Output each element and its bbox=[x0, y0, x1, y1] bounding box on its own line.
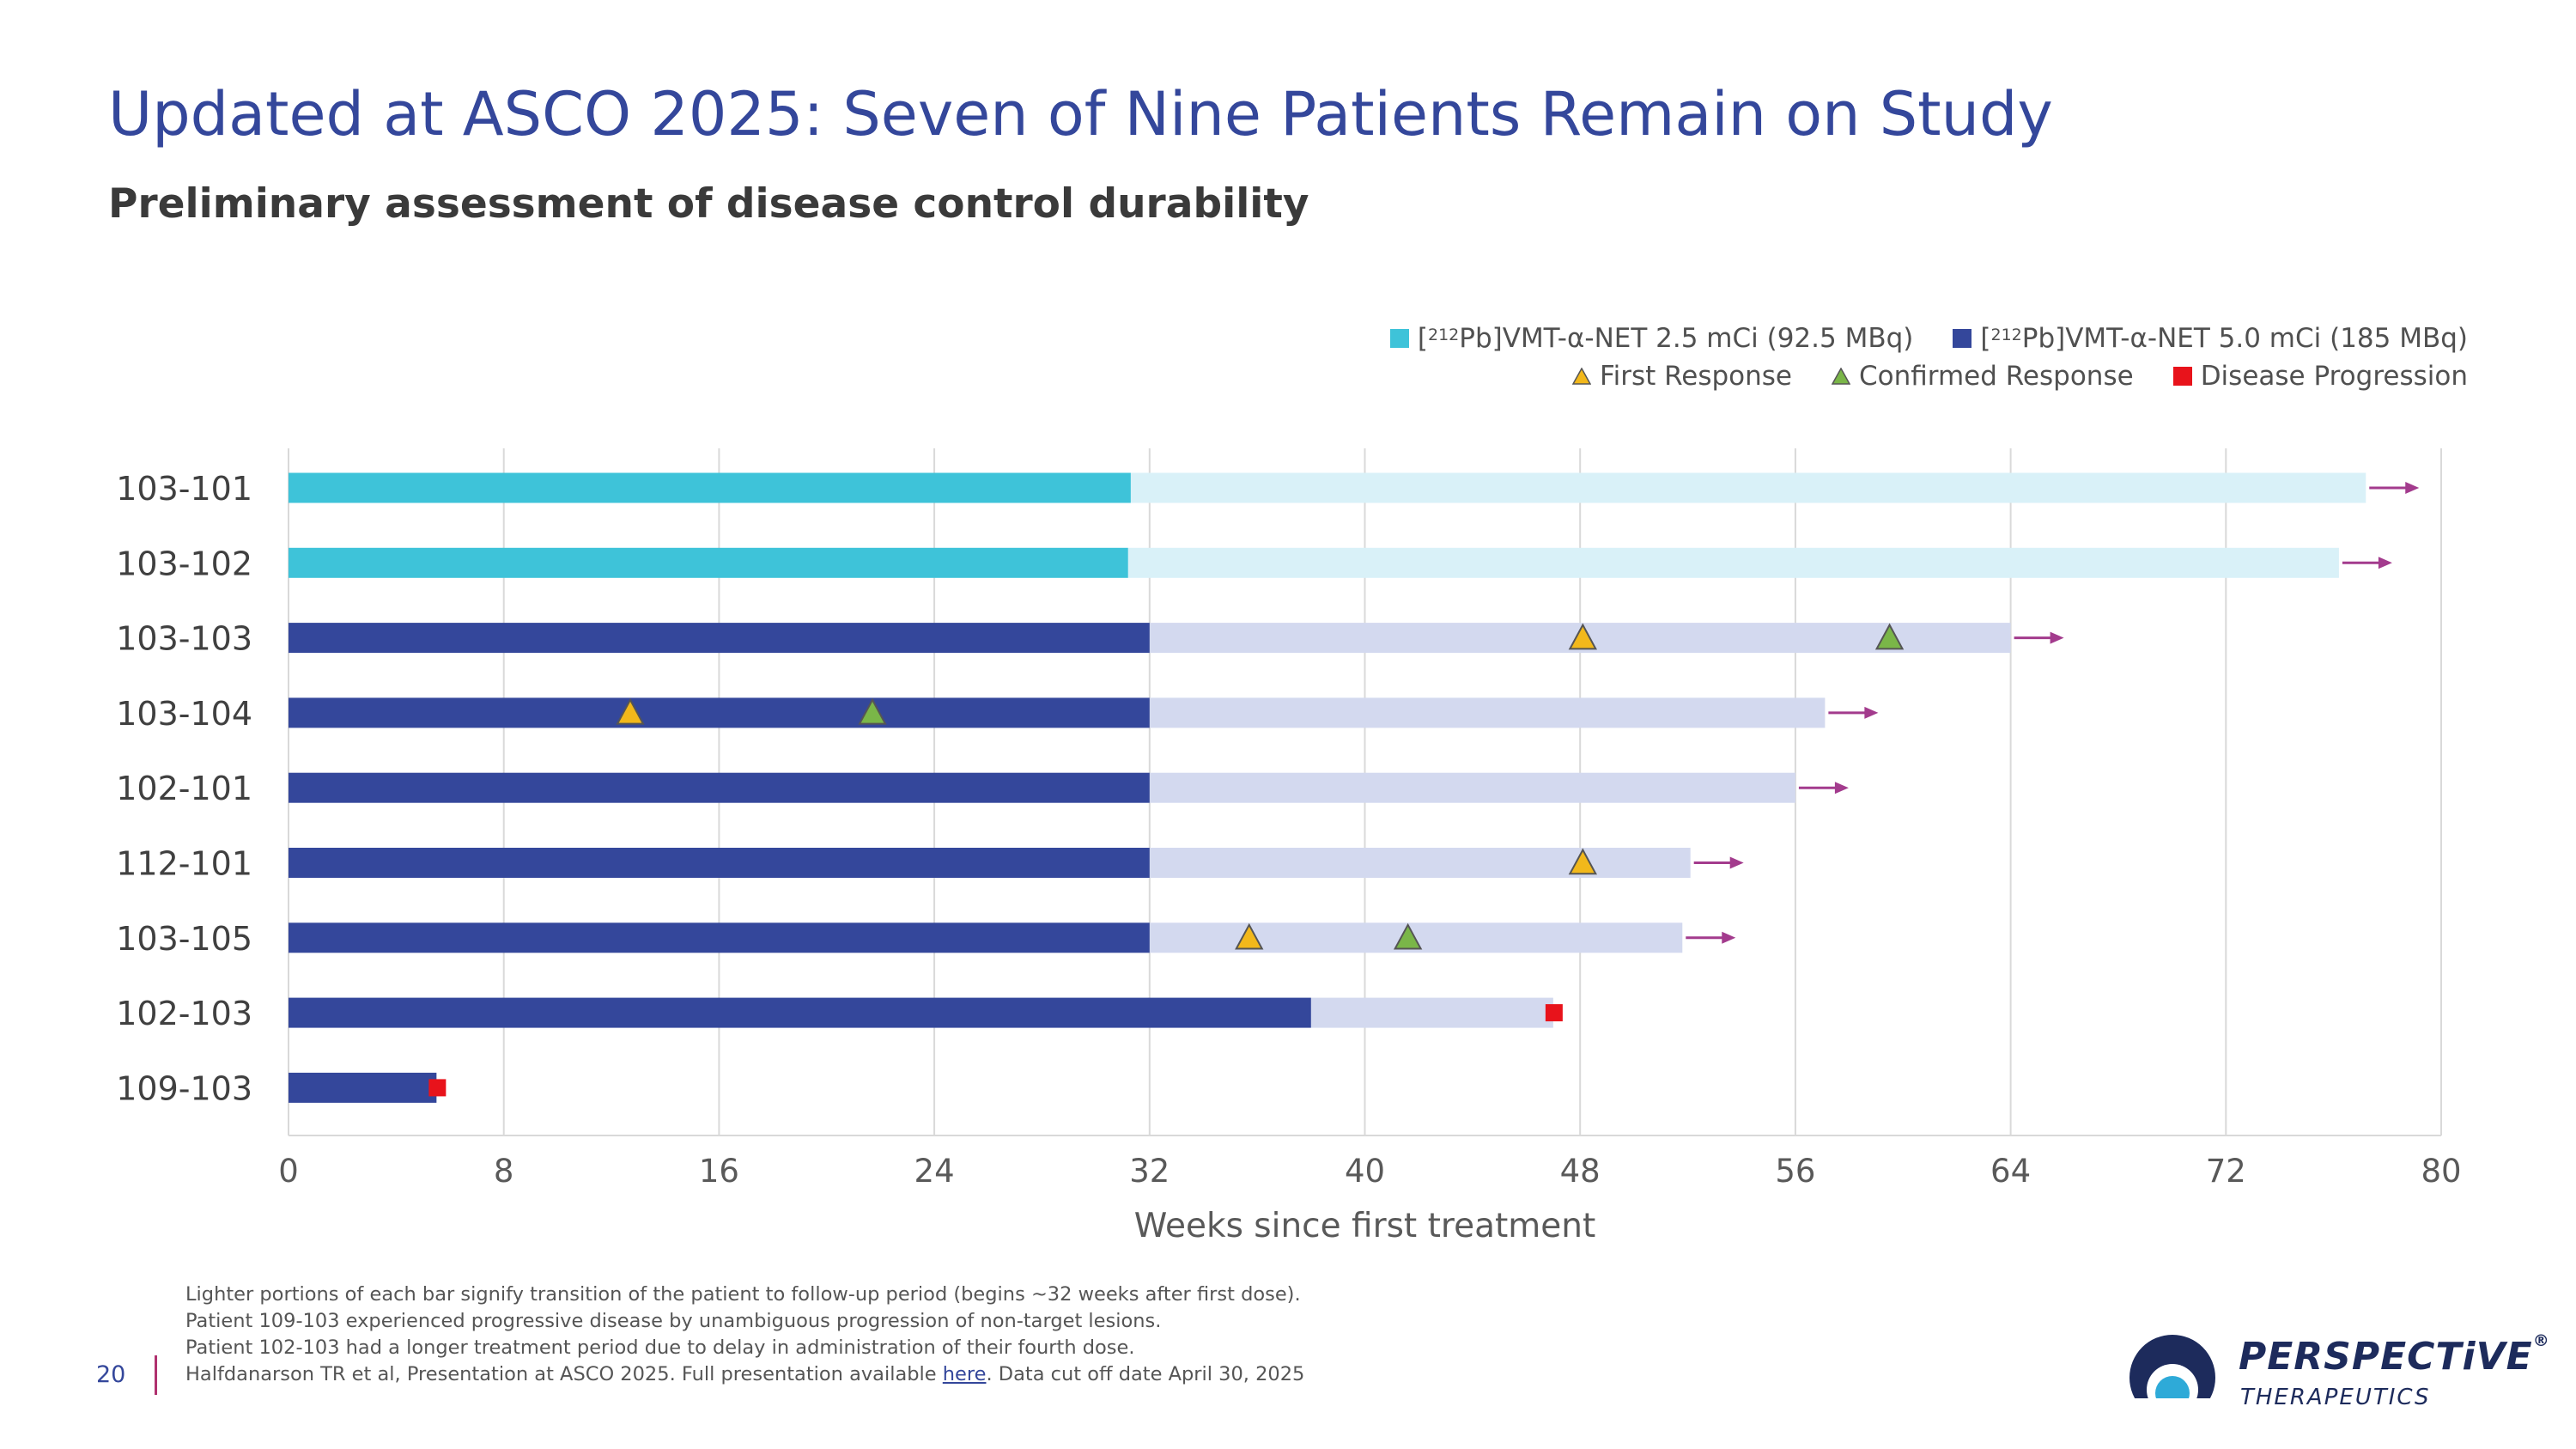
legend-dose-high: [212 Pb]VMT-α-NET 5.0 mCi (185 MBq) bbox=[1953, 320, 2468, 357]
confirmed-response-marker-103-103 bbox=[1874, 623, 1905, 650]
x-tick-label-16: 16 bbox=[699, 1153, 739, 1190]
footnote-4-text: Halfdanarson TR et al, Presentation at A… bbox=[185, 1363, 943, 1385]
x-axis-title: Weeks since first treatment bbox=[1134, 1207, 1596, 1245]
x-tick-label-24: 24 bbox=[914, 1153, 955, 1190]
company-logo: PERSPECTiVE® THERAPEUTICS bbox=[2123, 1328, 2549, 1422]
footnote-4: Halfdanarson TR et al, Presentation at A… bbox=[185, 1361, 1304, 1388]
x-tick-label-48: 48 bbox=[1560, 1153, 1601, 1190]
legend-disease-progression-label: Disease Progression bbox=[2200, 361, 2468, 392]
legend-dose-high-sup: 212 bbox=[1990, 326, 2022, 344]
page-number-divider bbox=[155, 1355, 157, 1395]
legend-dose-low-sup: 212 bbox=[1428, 326, 1460, 344]
ongoing-arrow-head-103-102 bbox=[2378, 557, 2392, 569]
first-response-marker-103-104 bbox=[616, 697, 645, 725]
ongoing-arrow-head-103-103 bbox=[2050, 631, 2064, 644]
progression-marker-109-103 bbox=[428, 1079, 447, 1097]
ongoing-arrow-head-112-101 bbox=[1729, 856, 1744, 869]
treatment-bar-103-104 bbox=[289, 697, 1150, 728]
treatment-bar-103-105 bbox=[289, 922, 1150, 953]
legend-row-doses: [212 Pb]VMT-α-NET 2.5 mCi (92.5 MBq) [212… bbox=[1351, 320, 2468, 357]
legend-dose-low-label: Pb]VMT-α-NET 2.5 mCi (92.5 MBq) bbox=[1459, 323, 1914, 354]
confirmed-response-marker-103-105 bbox=[1393, 922, 1423, 950]
followup-bar-102-101 bbox=[1149, 772, 1795, 803]
ongoing-arrow-head-103-104 bbox=[1864, 706, 1879, 719]
x-tick-label-0: 0 bbox=[278, 1153, 299, 1190]
legend-dose-high-prefix: [ bbox=[1980, 323, 1991, 354]
confirmed-response-marker-103-104 bbox=[858, 697, 887, 725]
first-response-marker-112-101 bbox=[1568, 848, 1598, 875]
treatment-bar-103-102 bbox=[289, 547, 1128, 578]
legend-dose-low: [212 Pb]VMT-α-NET 2.5 mCi (92.5 MBq) bbox=[1389, 320, 1914, 357]
treatment-bar-102-101 bbox=[289, 772, 1150, 803]
x-tick-label-72: 72 bbox=[2206, 1153, 2246, 1190]
treatment-bar-102-103 bbox=[289, 997, 1311, 1028]
patient-label-103-101: 103-101 bbox=[116, 470, 252, 508]
patient-label-103-104: 103-104 bbox=[116, 695, 252, 733]
legend-disease-progression: Disease Progression bbox=[2172, 357, 2468, 395]
ongoing-arrow-head-102-101 bbox=[1834, 782, 1849, 795]
first-response-marker-103-103 bbox=[1568, 623, 1598, 650]
footnotes: Lighter portions of each bar signify tra… bbox=[185, 1282, 1304, 1388]
followup-bar-103-104 bbox=[1149, 697, 1826, 728]
treatment-bar-103-103 bbox=[289, 623, 1150, 654]
patient-label-102-101: 102-101 bbox=[116, 770, 252, 807]
x-tick-label-40: 40 bbox=[1345, 1153, 1385, 1190]
patient-label-112-101: 112-101 bbox=[116, 845, 252, 883]
treatment-bar-103-101 bbox=[289, 472, 1131, 503]
page-number: 20 bbox=[96, 1361, 126, 1388]
followup-bar-112-101 bbox=[1149, 848, 1691, 878]
footnote-2: Patient 109-103 experienced progressive … bbox=[185, 1310, 1162, 1332]
x-tick-label-56: 56 bbox=[1775, 1153, 1815, 1190]
ongoing-arrow-head-103-105 bbox=[1722, 931, 1736, 944]
patient-label-102-103: 102-103 bbox=[116, 995, 252, 1032]
confirmed-response-triangle-icon bbox=[1832, 368, 1850, 385]
first-response-triangle-icon bbox=[1572, 368, 1592, 385]
x-tick-label-32: 32 bbox=[1129, 1153, 1170, 1190]
legend-dose-high-label: Pb]VMT-α-NET 5.0 mCi (185 MBq) bbox=[2021, 323, 2468, 354]
legend-first-response-label: First Response bbox=[1600, 361, 1792, 392]
legend-dose-low-prefix: [ bbox=[1417, 323, 1428, 354]
chart-legend: [212 Pb]VMT-α-NET 2.5 mCi (92.5 MBq) [212… bbox=[1351, 320, 2468, 395]
page-subtitle: Preliminary assessment of disease contro… bbox=[108, 180, 1309, 228]
legend-swatch-high bbox=[1953, 329, 1972, 348]
patient-label-103-103: 103-103 bbox=[116, 620, 252, 658]
followup-bar-102-103 bbox=[1310, 997, 1553, 1028]
logo-subtitle: THERAPEUTICS bbox=[2240, 1385, 2431, 1410]
perspective-logo-icon bbox=[2123, 1335, 2226, 1422]
treatment-bar-112-101 bbox=[289, 848, 1150, 878]
legend-row-events: First Response Confirmed Response Diseas… bbox=[1351, 357, 2468, 395]
progression-marker-102-103 bbox=[1545, 1004, 1563, 1022]
patient-label-103-102: 103-102 bbox=[116, 545, 252, 582]
progression-square-icon bbox=[2172, 367, 2192, 386]
ongoing-arrow-head-103-101 bbox=[2405, 482, 2420, 494]
followup-bar-103-101 bbox=[1130, 472, 2366, 503]
legend-first-response: First Response bbox=[1572, 357, 1792, 395]
footnote-4-date: . Data cut off date April 30, 2025 bbox=[986, 1363, 1305, 1385]
x-tick-label-64: 64 bbox=[1990, 1153, 2031, 1190]
first-response-marker-103-105 bbox=[1235, 922, 1264, 950]
x-tick-label-80: 80 bbox=[2421, 1153, 2461, 1190]
presentation-link[interactable]: here bbox=[942, 1363, 987, 1385]
page-title: Updated at ASCO 2025: Seven of Nine Pati… bbox=[108, 79, 2053, 149]
treatment-bar-109-103 bbox=[289, 1072, 437, 1103]
legend-confirmed-response-label: Confirmed Response bbox=[1859, 361, 2134, 392]
legend-swatch-low bbox=[1389, 329, 1409, 348]
x-tick-label-8: 8 bbox=[494, 1153, 514, 1190]
logo-registered: ® bbox=[2532, 1331, 2550, 1350]
logo-name: PERSPECTiVE bbox=[2239, 1335, 2533, 1379]
followup-bar-103-102 bbox=[1127, 547, 2339, 578]
patient-label-109-103: 109-103 bbox=[116, 1069, 252, 1107]
patient-label-103-105: 103-105 bbox=[116, 920, 252, 958]
logo-wordmark: PERSPECTiVE® bbox=[2239, 1331, 2550, 1379]
footnote-1: Lighter portions of each bar signify tra… bbox=[185, 1283, 1301, 1306]
footnote-3: Patient 102-103 had a longer treatment p… bbox=[185, 1336, 1135, 1359]
legend-confirmed-response: Confirmed Response bbox=[1832, 357, 2134, 395]
